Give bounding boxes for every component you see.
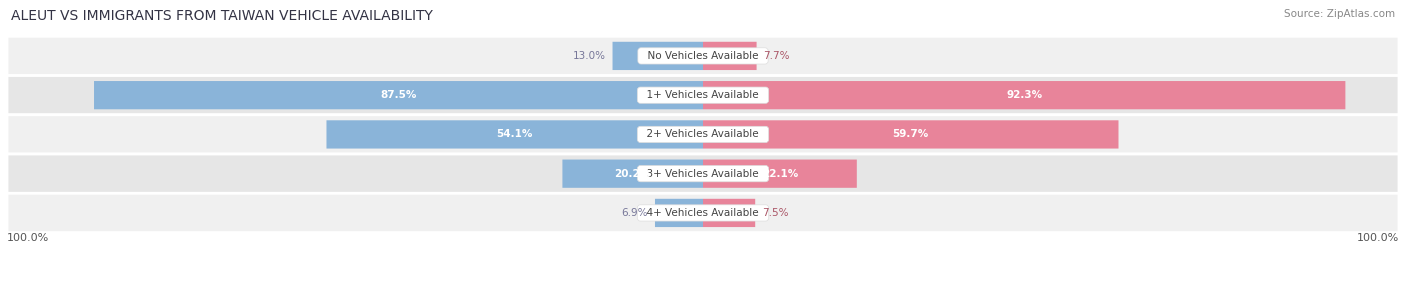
Text: 7.7%: 7.7%: [763, 51, 790, 61]
FancyBboxPatch shape: [94, 81, 703, 109]
Text: 4+ Vehicles Available: 4+ Vehicles Available: [641, 208, 765, 218]
Text: 59.7%: 59.7%: [893, 130, 929, 139]
FancyBboxPatch shape: [7, 115, 1399, 154]
FancyBboxPatch shape: [703, 81, 1346, 109]
Text: 100.0%: 100.0%: [7, 233, 49, 243]
Text: 3+ Vehicles Available: 3+ Vehicles Available: [641, 169, 765, 179]
Text: 6.9%: 6.9%: [621, 208, 648, 218]
FancyBboxPatch shape: [703, 199, 755, 227]
FancyBboxPatch shape: [7, 76, 1399, 115]
Text: No Vehicles Available: No Vehicles Available: [641, 51, 765, 61]
Text: 13.0%: 13.0%: [572, 51, 606, 61]
FancyBboxPatch shape: [7, 193, 1399, 233]
FancyBboxPatch shape: [703, 160, 856, 188]
FancyBboxPatch shape: [703, 120, 1119, 148]
Text: 92.3%: 92.3%: [1007, 90, 1042, 100]
Text: 54.1%: 54.1%: [496, 130, 533, 139]
Text: 87.5%: 87.5%: [381, 90, 416, 100]
Text: 100.0%: 100.0%: [1357, 233, 1399, 243]
FancyBboxPatch shape: [7, 154, 1399, 193]
Text: 20.2%: 20.2%: [614, 169, 651, 179]
FancyBboxPatch shape: [613, 42, 703, 70]
FancyBboxPatch shape: [7, 36, 1399, 76]
Text: 1+ Vehicles Available: 1+ Vehicles Available: [641, 90, 765, 100]
FancyBboxPatch shape: [655, 199, 703, 227]
FancyBboxPatch shape: [326, 120, 703, 148]
Text: 2+ Vehicles Available: 2+ Vehicles Available: [641, 130, 765, 139]
FancyBboxPatch shape: [703, 42, 756, 70]
FancyBboxPatch shape: [562, 160, 703, 188]
Text: 7.5%: 7.5%: [762, 208, 789, 218]
Text: Source: ZipAtlas.com: Source: ZipAtlas.com: [1284, 9, 1395, 19]
Text: ALEUT VS IMMIGRANTS FROM TAIWAN VEHICLE AVAILABILITY: ALEUT VS IMMIGRANTS FROM TAIWAN VEHICLE …: [11, 9, 433, 23]
Text: 22.1%: 22.1%: [762, 169, 799, 179]
